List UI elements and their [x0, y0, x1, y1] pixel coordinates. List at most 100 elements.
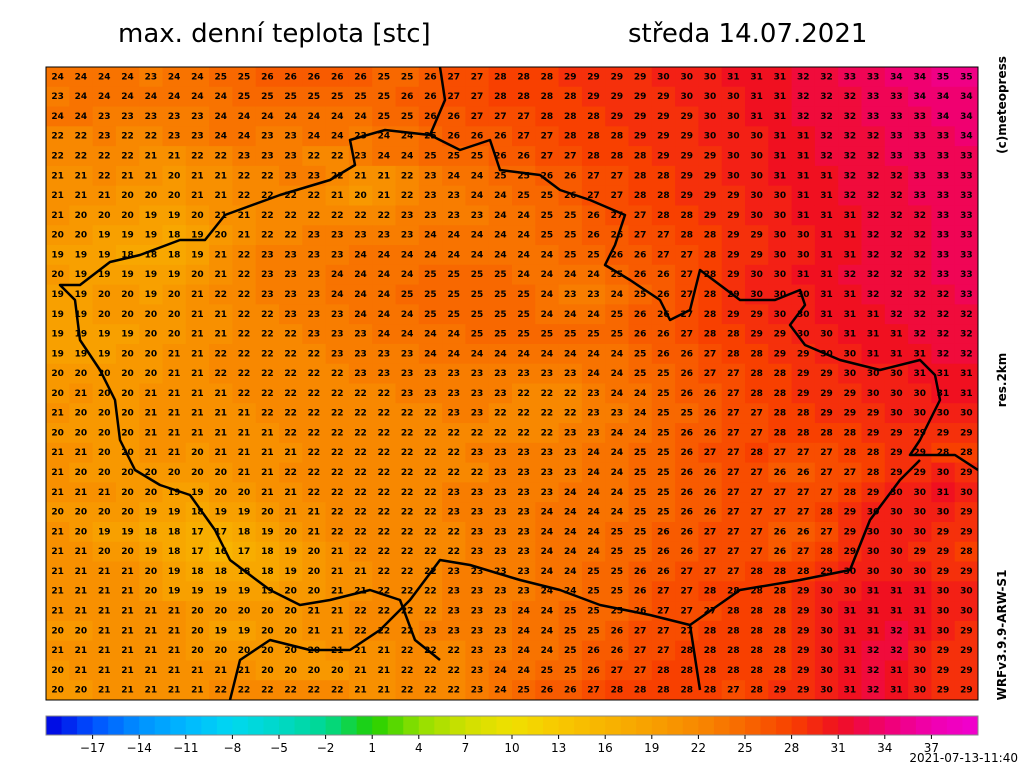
temperature-value: 22 — [308, 191, 321, 201]
temperature-cell — [46, 146, 70, 167]
temperature-value: 29 — [797, 646, 810, 656]
temperature-cell — [838, 146, 862, 167]
temperature-value: 24 — [541, 250, 554, 260]
temperature-value: 21 — [214, 389, 227, 399]
colorbar-tick-label: 34 — [877, 741, 892, 755]
temperature-cell — [139, 86, 163, 108]
temperature-cell — [814, 146, 839, 167]
temperature-value: 30 — [867, 527, 880, 537]
temperature-value: 21 — [145, 666, 158, 676]
temperature-value: 25 — [634, 547, 647, 557]
temperature-cell — [302, 86, 327, 108]
temperature-cell — [675, 225, 699, 246]
temperature-value: 24 — [238, 132, 251, 142]
temperature-value: 21 — [238, 428, 251, 438]
temperature-value: 20 — [98, 211, 111, 221]
temperature-value: 23 — [587, 428, 600, 438]
temperature-value: 26 — [284, 72, 297, 82]
temperature-value: 30 — [774, 270, 787, 280]
temperature-value: 21 — [261, 448, 274, 458]
temperature-value: 27 — [680, 290, 693, 300]
temperature-value: 29 — [797, 587, 810, 597]
temperature-value: 26 — [611, 250, 624, 260]
temperature-value: 22 — [541, 389, 554, 399]
temperature-value: 19 — [284, 547, 297, 557]
colorbar-tick-label: −14 — [127, 741, 152, 755]
temperature-value: 22 — [238, 349, 251, 359]
temperature-value: 27 — [727, 686, 740, 696]
temperature-value: 22 — [214, 349, 227, 359]
temperature-value: 19 — [145, 547, 158, 557]
temperature-value: 22 — [261, 330, 274, 340]
temperature-cell — [395, 205, 420, 226]
temperature-value: 28 — [704, 587, 717, 597]
temperature-value: 29 — [797, 626, 810, 636]
temperature-value: 20 — [51, 270, 64, 280]
temperature-value: 33 — [913, 191, 926, 201]
temperature-value: 22 — [447, 547, 460, 557]
temperature-value: 20 — [121, 211, 134, 221]
temperature-value: 19 — [145, 270, 158, 280]
temperature-value: 23 — [517, 369, 530, 379]
temperature-value: 20 — [191, 606, 204, 616]
temperature-value: 24 — [471, 250, 484, 260]
temperature-cell — [465, 245, 490, 266]
temperature-value: 22 — [331, 508, 344, 518]
colorbar-swatch — [403, 716, 420, 735]
colorbar-swatch — [123, 716, 140, 735]
temperature-value: 24 — [611, 468, 624, 478]
temperature-cell — [442, 86, 466, 108]
temperature-value: 23 — [354, 231, 367, 241]
temperature-value: 27 — [750, 488, 763, 498]
temperature-value: 21 — [98, 646, 111, 656]
temperature-cell — [92, 165, 117, 187]
temperature-value: 25 — [471, 290, 484, 300]
temperature-cell — [605, 126, 629, 147]
temperature-value: 31 — [820, 171, 833, 181]
temperature-value: 23 — [517, 468, 530, 478]
temperature-value: 30 — [680, 72, 693, 82]
temperature-cell — [139, 225, 163, 246]
temperature-cell — [139, 245, 163, 266]
temperature-value: 21 — [51, 448, 64, 458]
temperature-value: 28 — [517, 72, 530, 82]
temperature-cell — [302, 165, 327, 187]
temperature-cell — [838, 205, 862, 226]
temperature-cell — [488, 86, 513, 108]
temperature-value: 21 — [51, 171, 64, 181]
temperature-value: 24 — [517, 270, 530, 280]
temperature-value: 22 — [238, 369, 251, 379]
temperature-value: 25 — [447, 152, 460, 162]
temperature-value: 31 — [820, 191, 833, 201]
temperature-value: 19 — [168, 270, 181, 280]
temperature-cell — [884, 245, 909, 266]
temperature-value: 26 — [657, 270, 670, 280]
temperature-value: 30 — [913, 389, 926, 399]
temperature-cell — [69, 67, 94, 88]
temperature-value: 26 — [634, 330, 647, 340]
temperature-cell — [651, 67, 676, 88]
temperature-value: 33 — [960, 171, 973, 181]
temperature-value: 32 — [844, 112, 857, 122]
temperature-value: 35 — [960, 72, 973, 82]
temperature-value: 28 — [587, 112, 600, 122]
temperature-cell — [395, 225, 420, 246]
temperature-value: 18 — [238, 527, 251, 537]
temperature-value: 32 — [867, 132, 880, 142]
temperature-cell — [348, 185, 373, 206]
temperature-value: 18 — [214, 567, 227, 577]
temperature-value: 25 — [447, 310, 460, 320]
temperature-value: 22 — [121, 152, 134, 162]
temperature-cell — [348, 245, 373, 266]
temperature-value: 29 — [960, 646, 973, 656]
temperature-value: 25 — [331, 92, 344, 102]
temperature-value: 20 — [121, 290, 134, 300]
temperature-value: 30 — [820, 646, 833, 656]
temperature-value: 31 — [844, 231, 857, 241]
temperature-value: 23 — [611, 409, 624, 419]
temperature-cell — [535, 106, 560, 127]
temperature-value: 29 — [587, 72, 600, 82]
temperature-cell — [628, 106, 653, 127]
temperature-value: 29 — [657, 112, 670, 122]
temperature-value: 23 — [284, 270, 297, 280]
